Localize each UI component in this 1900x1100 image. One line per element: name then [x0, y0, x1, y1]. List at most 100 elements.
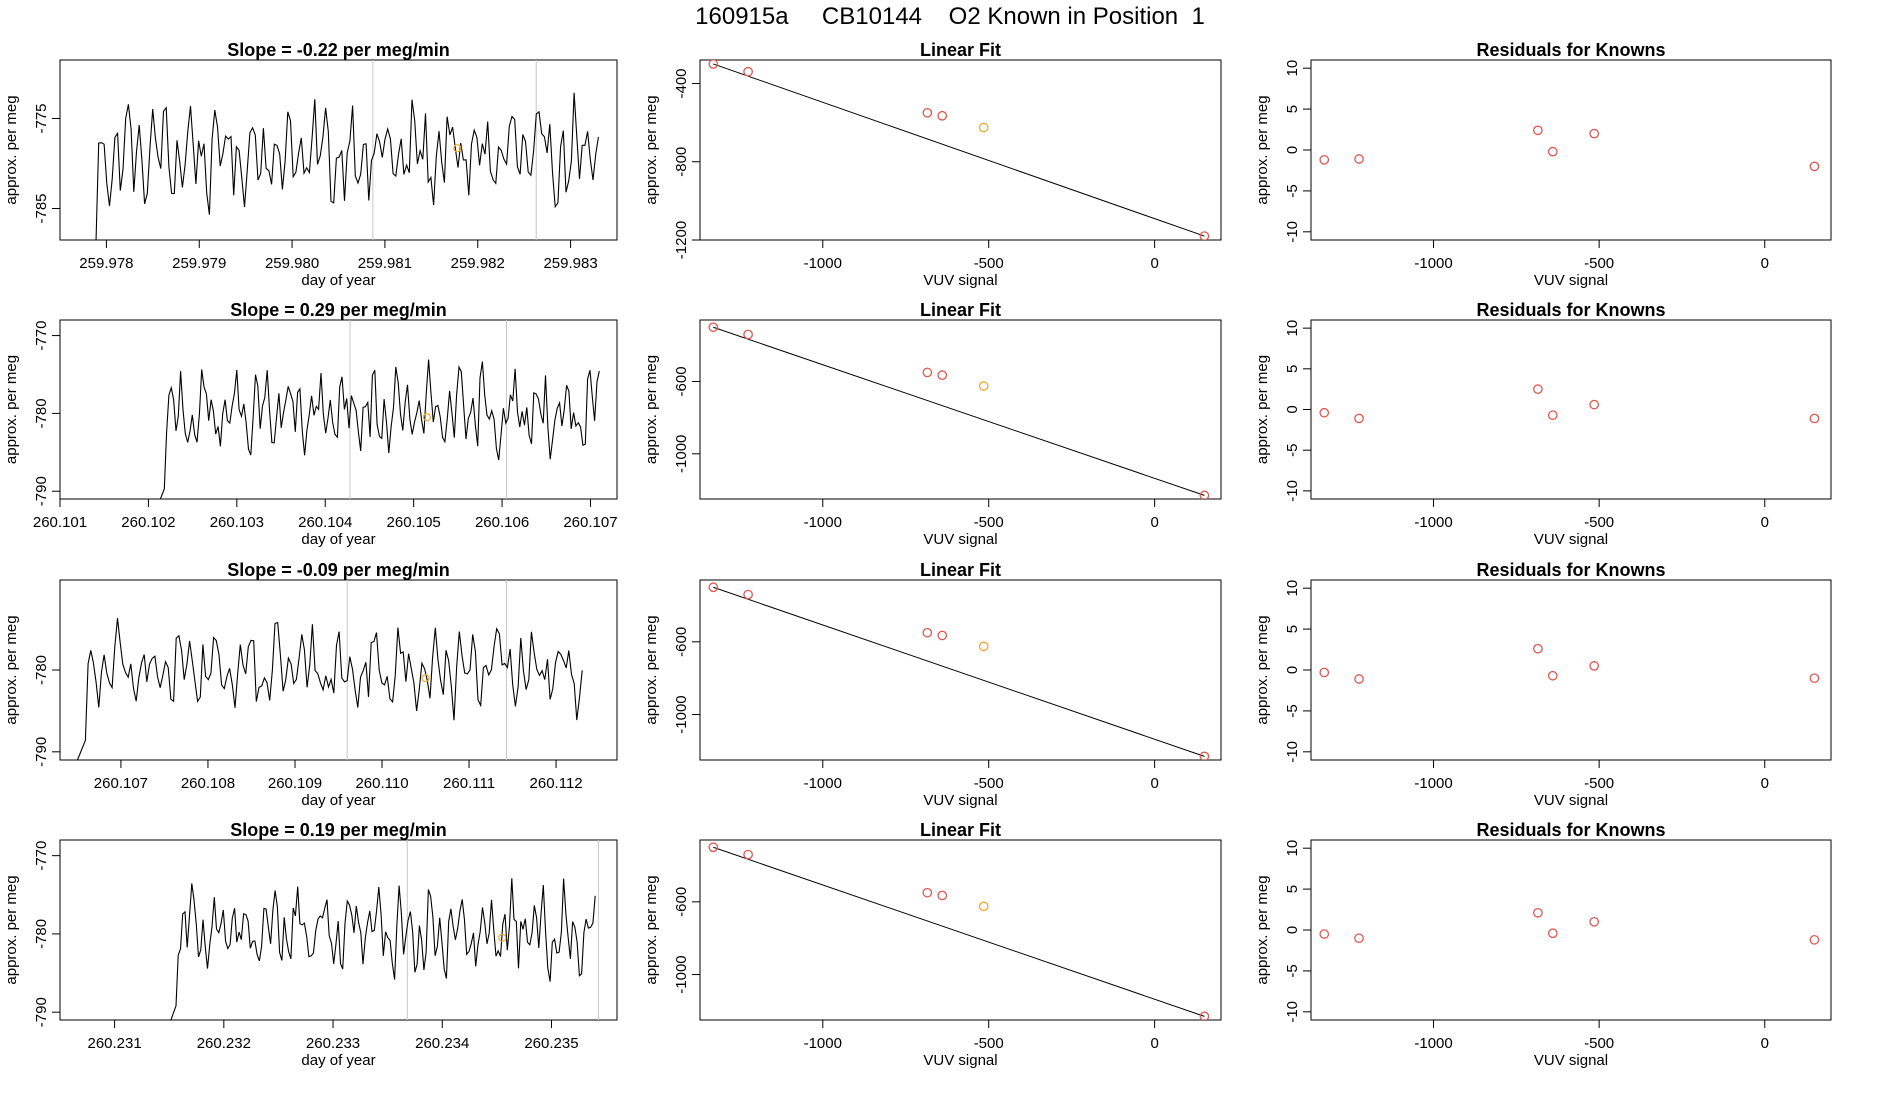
panel-row1-timeseries: Slope = -0.22 per meg/min 259.978 259.979 2…: [3, 40, 618, 289]
x-tick-label: 260.110: [355, 775, 408, 792]
mean-point-marker: [453, 144, 462, 153]
data-point: [1547, 928, 1558, 939]
y-tick-label: -1000: [673, 695, 690, 733]
y-axis-label: approx. per meg: [1254, 875, 1271, 984]
data-point: [1533, 907, 1543, 918]
data-point: [1319, 667, 1330, 678]
y-tick-label: 5: [1284, 625, 1301, 633]
x-tick-label: 0: [1761, 775, 1769, 792]
x-tick-label: 260.108: [181, 775, 235, 792]
data-point: [937, 110, 948, 121]
x-axis-label: VUV signal: [923, 792, 997, 809]
x-tick-label: 260.104: [298, 514, 352, 531]
y-tick-label: 0: [1284, 926, 1301, 934]
plot-frame: [1310, 319, 1832, 500]
fit-line: [713, 63, 1205, 237]
y-tick-label: -1200: [673, 221, 690, 259]
x-tick-label: 260.234: [415, 1035, 469, 1052]
data-marks: [708, 60, 1210, 240]
y-tick-label: -785: [33, 193, 50, 223]
x-tick-label: -500: [974, 514, 1004, 531]
data-point: [978, 381, 989, 391]
data-point: [937, 630, 948, 641]
x-tick-label: -1000: [1414, 1035, 1452, 1052]
x-tick-label: 259.981: [358, 255, 412, 272]
y-tick-label: -790: [33, 997, 50, 1027]
x-tick-label: 259.979: [172, 255, 226, 272]
data-marks: [1319, 384, 1820, 424]
panel-row3-timeseries: Slope = -0.09 per meg/min 260.107 260.108 2…: [3, 560, 618, 809]
series-line: [95, 92, 599, 240]
x-tick-label: -1000: [804, 255, 842, 272]
fit-line: [713, 326, 1205, 496]
plot-frame: [699, 839, 1222, 1021]
data-point: [1809, 673, 1820, 684]
y-tick-label: -1000: [673, 955, 690, 993]
data-point: [1199, 490, 1210, 499]
figure-title: 160915a CB10144 O2 Known in Position 1: [695, 3, 1205, 30]
x-tick-label: 260.109: [268, 775, 322, 792]
plot-frame: [1310, 59, 1832, 241]
x-tick-label: 0: [1150, 255, 1158, 272]
data-point: [922, 367, 933, 378]
series-line: [170, 878, 596, 1020]
y-tick-label: -10: [1284, 221, 1301, 243]
data-marks: [708, 322, 1210, 499]
data-point: [1319, 407, 1330, 418]
data-point: [922, 887, 933, 898]
y-tick-label: -775: [33, 103, 50, 133]
data-marks: [170, 840, 599, 1020]
x-tick-label: 0: [1150, 775, 1158, 792]
data-point: [1809, 413, 1820, 424]
x-tick-label: -500: [1584, 775, 1614, 792]
x-axis-label: day of year: [301, 792, 375, 809]
data-point: [1533, 125, 1543, 136]
data-point: [1199, 751, 1210, 760]
data-point: [708, 322, 719, 333]
x-tick-label: -1000: [804, 514, 842, 531]
x-tick-label: 260.102: [121, 514, 175, 531]
x-tick-label: 260.107: [563, 514, 617, 531]
data-point: [922, 107, 933, 118]
y-tick-label: -790: [33, 476, 50, 506]
x-axis-label: VUV signal: [1534, 1052, 1608, 1069]
data-point: [1354, 413, 1364, 424]
panel-row1-residuals: Residuals for Knowns -1000 -500 0 VUV signal…: [1254, 40, 1832, 289]
data-point: [743, 329, 753, 340]
x-tick-label: -1000: [1414, 775, 1452, 792]
panel-row4-residuals: Residuals for Knowns -1000 -500 0 VUV signal…: [1254, 820, 1832, 1069]
panel-title: Linear Fit: [920, 560, 1001, 580]
mean-point-marker: [422, 413, 432, 422]
y-axis-label: approx. per meg: [643, 615, 660, 724]
series-line: [159, 359, 600, 499]
plot-frame: [1310, 579, 1832, 761]
y-tick-label: 10: [1284, 60, 1301, 77]
y-tick-label: -800: [673, 147, 690, 177]
x-tick-label: 0: [1150, 514, 1158, 531]
y-tick-label: -5: [1284, 184, 1301, 197]
x-tick-label: 0: [1761, 255, 1769, 272]
y-tick-label: 0: [1284, 405, 1301, 413]
mean-point-marker: [421, 674, 430, 683]
x-tick-label: 0: [1761, 514, 1769, 531]
data-point: [708, 60, 719, 69]
data-point: [922, 627, 933, 638]
y-axis-label: approx. per meg: [3, 615, 20, 724]
x-tick-label: 260.107: [94, 775, 148, 792]
x-tick-label: -500: [1584, 1035, 1614, 1052]
data-point: [978, 641, 989, 652]
x-tick-label: -1000: [1414, 255, 1452, 272]
y-tick-label: -10: [1284, 741, 1301, 763]
data-marks: [1319, 125, 1820, 172]
y-tick-label: -5: [1284, 704, 1301, 717]
plot-frame: [1310, 839, 1832, 1021]
y-tick-label: -600: [673, 627, 690, 657]
data-point: [1533, 643, 1543, 654]
y-tick-label: -1000: [673, 435, 690, 473]
plot-frame: [59, 579, 618, 761]
data-point: [978, 122, 989, 133]
fit-line: [713, 586, 1205, 757]
x-tick-label: 260.111: [443, 775, 495, 792]
y-axis-label: approx. per meg: [643, 355, 660, 464]
x-tick-label: 0: [1150, 1035, 1158, 1052]
